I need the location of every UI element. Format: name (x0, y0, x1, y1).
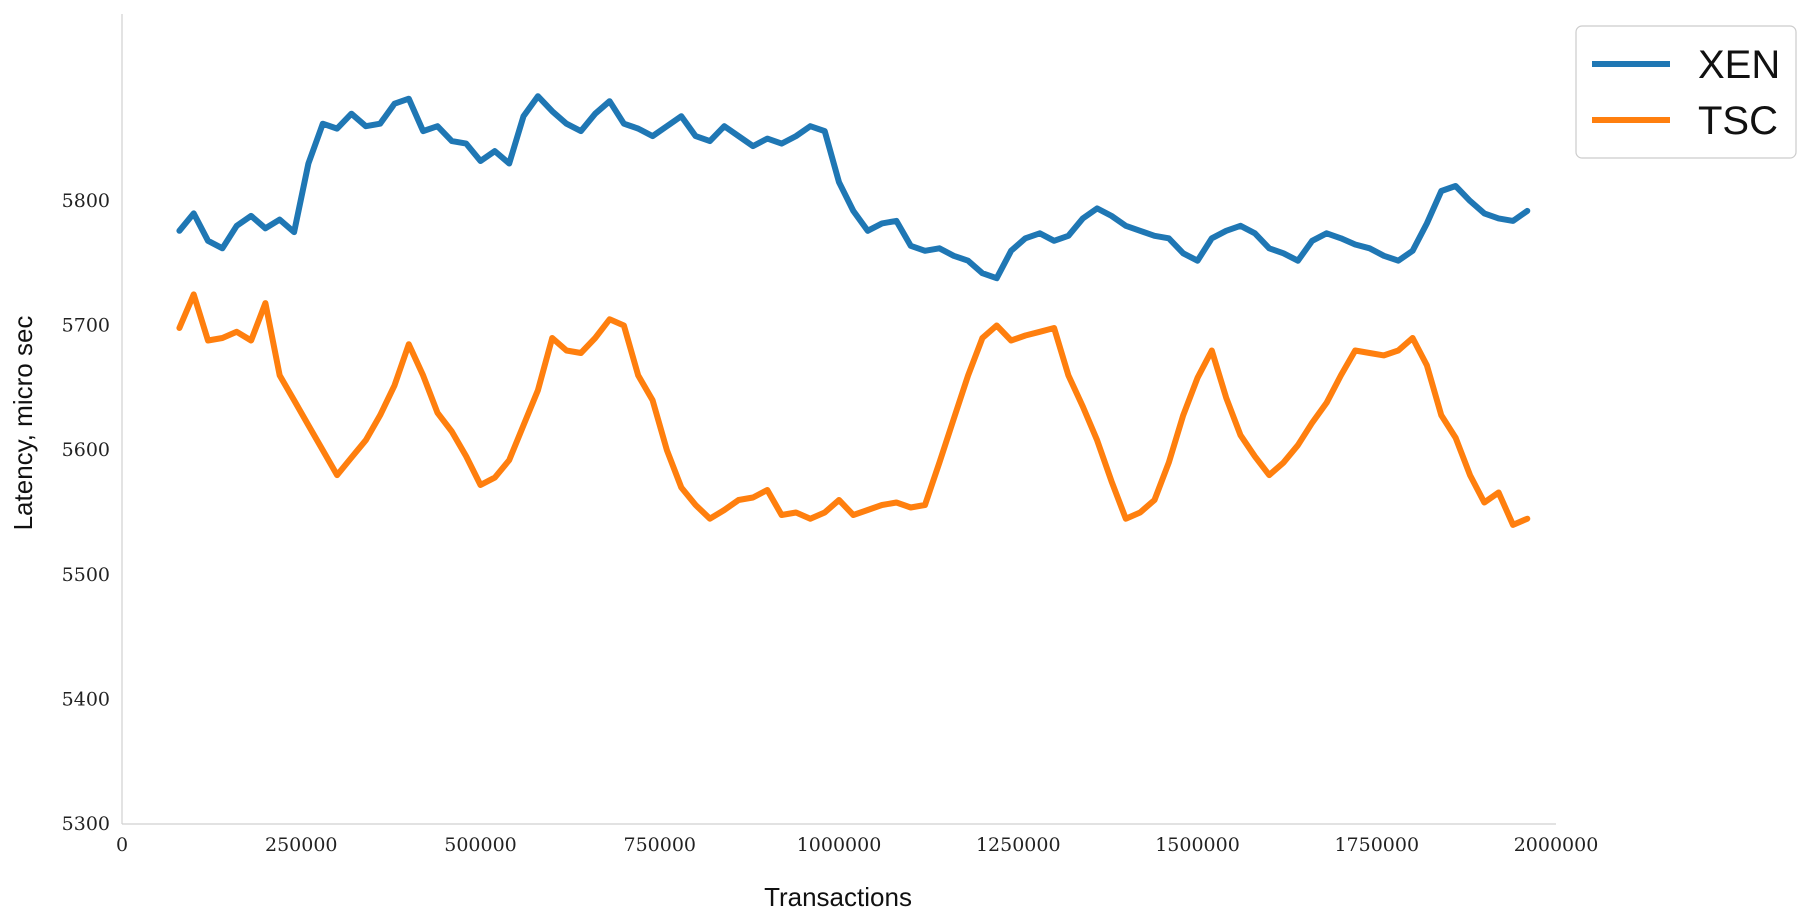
legend: XEN TSC (1575, 25, 1797, 159)
y-tick-label: 5400 (62, 688, 110, 710)
legend-box (1575, 25, 1797, 159)
y-tick-label: 5500 (62, 564, 110, 586)
x-tick-label: 1500000 (1155, 834, 1240, 856)
y-axis-label: Latency, micro sec (8, 316, 38, 531)
series-line-xen (176, 93, 1531, 282)
x-axis-label: Transactions (764, 882, 912, 912)
x-tick-label: 750000 (623, 834, 696, 856)
x-tick-label: 1000000 (797, 834, 882, 856)
x-tick-label: 1750000 (1334, 834, 1419, 856)
legend-label-tsc: TSC (1698, 99, 1778, 143)
legend-label-xen: XEN (1698, 43, 1780, 87)
y-tick-label: 5600 (62, 439, 110, 461)
y-tick-label: 5800 (62, 190, 110, 212)
x-tick-label: 500000 (444, 834, 517, 856)
x-tick-label: 2000000 (1514, 834, 1599, 856)
x-tick-label: 1250000 (976, 834, 1061, 856)
y-tick-label: 5700 (62, 315, 110, 337)
series-line-tsc (176, 291, 1531, 528)
x-tick-label: 0 (116, 834, 128, 856)
y-tick-label: 5300 (62, 813, 110, 835)
x-tick-label: 250000 (265, 834, 338, 856)
